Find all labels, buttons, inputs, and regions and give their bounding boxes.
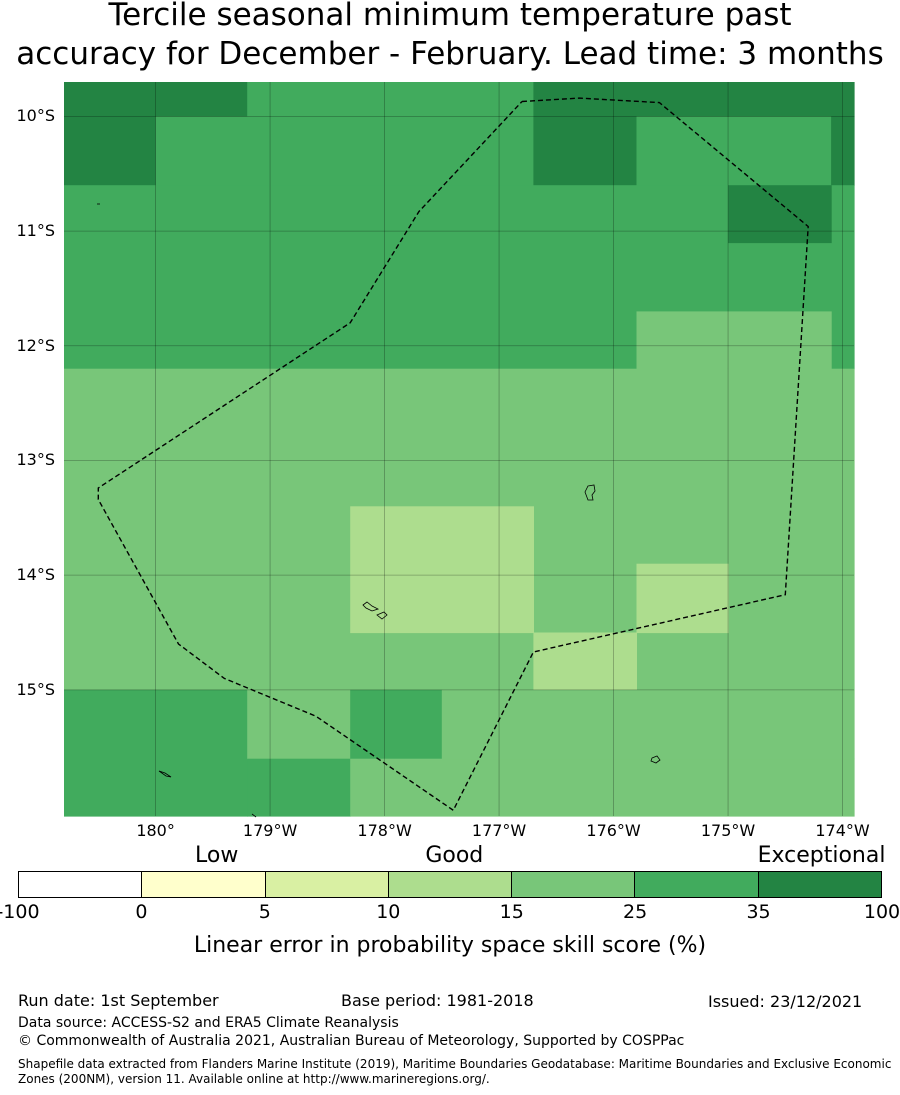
colorbar-tick-label: 25 <box>623 901 648 923</box>
base-period: Base period: 1981-2018 <box>341 991 534 1010</box>
skill-cell <box>636 116 832 186</box>
longitude-label: 179°W <box>242 821 298 840</box>
colorbar-tick-label: 0 <box>135 901 148 923</box>
longitude-label: 177°W <box>471 821 527 840</box>
run-date: Run date: 1st September <box>18 991 219 1010</box>
island-outline <box>362 601 380 612</box>
shapefile-credit-line-1: Shapefile data extracted from Flanders M… <box>18 1057 892 1071</box>
skill-cell <box>350 506 534 634</box>
skill-cell <box>831 116 855 186</box>
skill-cell <box>636 563 729 634</box>
copyright: © Commonwealth of Australia 2021, Austra… <box>18 1033 685 1049</box>
latitude-label: 10°S <box>16 106 55 126</box>
latitude-label: 14°S <box>16 565 55 585</box>
island-outline <box>650 755 661 764</box>
skill-map <box>64 82 855 818</box>
colorbar-segment <box>758 872 881 897</box>
title-line-2: accuracy for December - February. Lead t… <box>16 36 884 72</box>
colorbar-tick-label: 35 <box>746 901 771 923</box>
map-title: Tercile seasonal minimum temperature pas… <box>0 0 900 76</box>
longitude-label: 174°W <box>815 821 870 840</box>
skill-cell <box>533 116 637 186</box>
island-outline <box>158 770 172 778</box>
shapefile-credit: Shapefile data extracted from Flanders M… <box>18 1057 898 1087</box>
skill-cell <box>350 689 443 760</box>
skill-cell <box>728 185 832 244</box>
colorbar <box>18 871 882 898</box>
island-outline <box>376 611 388 620</box>
issued-date: Issued: 23/12/2021 <box>708 992 863 1011</box>
colorbar-segment <box>388 872 513 897</box>
colorbar-segment <box>635 872 759 897</box>
latitude-label: 11°S <box>16 221 55 241</box>
latitude-label: 12°S <box>16 335 55 355</box>
data-source: Data source: ACCESS-S2 and ERA5 Climate … <box>18 1015 399 1031</box>
colorbar-tick-label: 15 <box>499 901 524 923</box>
skill-cell <box>636 311 832 370</box>
skill-cell <box>64 82 248 117</box>
skill-cells <box>64 82 855 817</box>
skill-cell <box>64 116 157 186</box>
colorbar-tick-label: 10 <box>376 901 401 923</box>
longitude-label: 180° <box>136 821 175 840</box>
colorbar-segment <box>265 872 389 897</box>
title-line-1: Tercile seasonal minimum temperature pas… <box>108 0 792 33</box>
category-label: Good <box>425 843 484 868</box>
skill-cell <box>636 82 855 117</box>
graticule <box>64 82 854 816</box>
skill-cell <box>247 758 351 817</box>
islands <box>97 203 661 818</box>
colorbar-tick-label: 5 <box>258 901 271 923</box>
skill-cell <box>64 689 248 817</box>
latitude-label: 15°S <box>16 679 55 699</box>
skill-cell <box>350 758 855 817</box>
colorbar-label: Linear error in probability space skill … <box>193 933 707 958</box>
colorbar-segment <box>19 872 143 897</box>
skill-cell <box>155 116 534 186</box>
skill-cell <box>441 689 855 760</box>
shapefile-credit-line-2: Zones (200NM), version 11. Available onl… <box>18 1072 490 1086</box>
colorbar-tick-label: 100 <box>863 901 900 923</box>
eez-boundary-line <box>97 97 809 812</box>
longitude-label: 178°W <box>357 821 412 840</box>
latitude-label: 13°S <box>16 450 55 470</box>
island-outline <box>251 813 257 818</box>
colorbar-tick-label: -100 <box>0 901 40 923</box>
skill-cell <box>247 689 351 760</box>
skill-cell <box>247 82 534 117</box>
category-label: Low <box>195 843 239 868</box>
colorbar-segment <box>512 872 636 897</box>
skill-cell <box>533 632 637 691</box>
colorbar-segment <box>142 872 266 897</box>
category-label: Exceptional <box>757 843 886 868</box>
longitude-label: 175°W <box>700 821 756 840</box>
longitude-label: 176°W <box>586 821 641 840</box>
island-outline <box>584 484 596 501</box>
